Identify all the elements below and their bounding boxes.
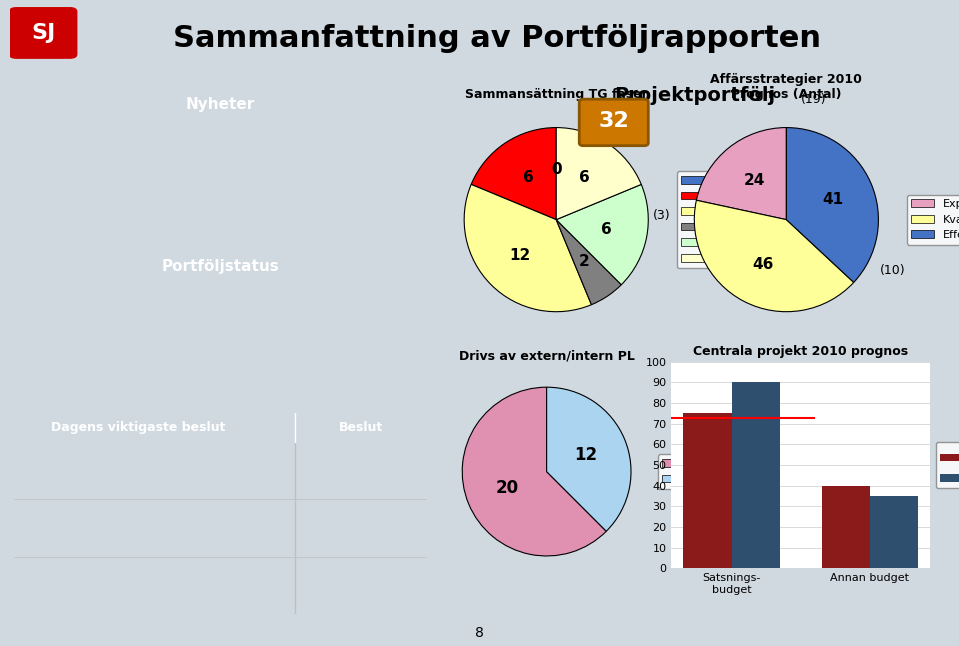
- Wedge shape: [547, 387, 631, 531]
- Wedge shape: [556, 220, 621, 305]
- Text: Sammanfattning av Portföljrapporten: Sammanfattning av Portföljrapporten: [173, 25, 821, 53]
- FancyBboxPatch shape: [579, 99, 648, 145]
- Text: (19): (19): [802, 94, 827, 107]
- Text: Beslut: Beslut: [339, 421, 383, 435]
- Bar: [870, 496, 919, 568]
- Wedge shape: [786, 127, 878, 282]
- Title: Sammansättning TG faser: Sammansättning TG faser: [465, 88, 647, 101]
- Title: Centrala projekt 2010 prognos: Centrala projekt 2010 prognos: [693, 345, 908, 358]
- Text: 6: 6: [600, 222, 611, 237]
- Wedge shape: [696, 127, 786, 220]
- Text: 32: 32: [598, 110, 629, 130]
- Text: 6: 6: [523, 170, 533, 185]
- Text: 12: 12: [510, 248, 531, 263]
- Text: SJ: SJ: [31, 23, 56, 43]
- Text: Projektportfölj: Projektportfölj: [615, 86, 776, 105]
- Text: 24: 24: [744, 172, 765, 188]
- Wedge shape: [556, 184, 648, 285]
- Wedge shape: [556, 127, 642, 220]
- Legend: Föreg
månad, Nuläge: Föreg månad, Nuläge: [936, 442, 959, 488]
- FancyBboxPatch shape: [10, 8, 77, 58]
- Bar: [822, 486, 870, 568]
- Title: Drivs av extern/intern PL: Drivs av extern/intern PL: [458, 349, 635, 362]
- Text: (10): (10): [879, 264, 905, 276]
- Text: Portföljstatus: Portföljstatus: [162, 259, 279, 274]
- Wedge shape: [464, 184, 592, 312]
- Text: 0: 0: [550, 162, 562, 176]
- Legend: Interna, Externa: Interna, Externa: [658, 454, 741, 489]
- Text: (3): (3): [653, 209, 671, 222]
- Bar: [732, 382, 780, 568]
- Text: Nyheter: Nyheter: [186, 98, 255, 112]
- Text: 6: 6: [579, 170, 590, 185]
- Text: 41: 41: [822, 192, 843, 207]
- Wedge shape: [694, 200, 854, 312]
- Text: 20: 20: [496, 479, 519, 497]
- Title: Affärsstrategier 2010
Prognos (Antal): Affärsstrategier 2010 Prognos (Antal): [711, 72, 862, 101]
- Text: 12: 12: [574, 446, 597, 464]
- Wedge shape: [462, 387, 606, 556]
- Bar: [683, 413, 732, 568]
- Text: 8: 8: [475, 626, 484, 640]
- Legend: TG0, TG1, TG2, TG3, TG4, TG5: TG0, TG1, TG2, TG3, TG4, TG5: [677, 171, 739, 268]
- Text: 2: 2: [579, 255, 590, 269]
- Wedge shape: [471, 127, 556, 220]
- Legend: Expansion, Kvalitet, Effektivitet: Expansion, Kvalitet, Effektivitet: [907, 194, 959, 245]
- Text: 46: 46: [752, 257, 774, 272]
- Text: Dagens viktigaste beslut: Dagens viktigaste beslut: [51, 421, 225, 435]
